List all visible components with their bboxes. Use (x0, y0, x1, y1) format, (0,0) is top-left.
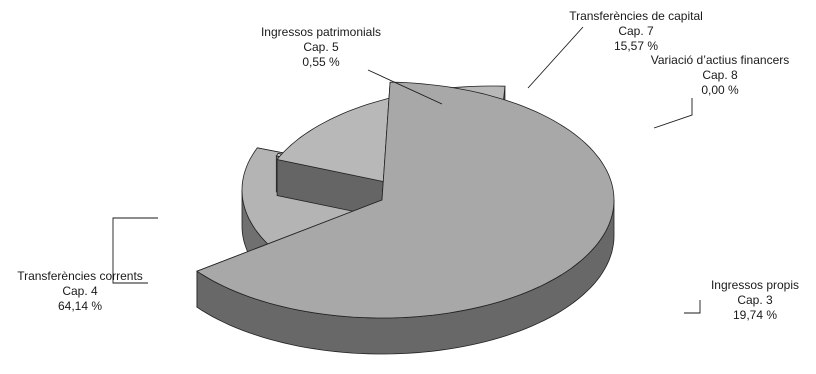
label-cap7-chapter: Cap. 7 (618, 24, 654, 38)
leader-line-cap8 (653, 98, 693, 129)
label-cap4-name: Transferències corrents (17, 269, 143, 283)
label-cap8-chapter: Cap. 8 (702, 68, 738, 82)
leader-line-cap4 (112, 217, 158, 284)
slice-cap4 (196, 81, 615, 319)
label-cap5-name: Ingressos patrimonials (261, 25, 381, 39)
label-cap4-chapter: Cap. 4 (62, 284, 98, 298)
label-cap3-value: 19,74 % (733, 308, 777, 322)
pie-slices (196, 81, 615, 355)
label-cap4-value: 64,14 % (58, 299, 102, 313)
label-cap7-name: Transferències de capital (569, 9, 703, 23)
label-cap5-value: 0,55 % (302, 55, 340, 69)
label-cap7-value: 15,57 % (614, 39, 658, 53)
label-cap5-chapter: Cap. 5 (303, 40, 339, 54)
leader-line-cap5 (367, 69, 443, 105)
label-cap3-chapter: Cap. 3 (737, 293, 773, 307)
label-cap8-name: Variació d’actius financers (651, 53, 790, 67)
leader-line-cap7 (527, 26, 584, 89)
leader-line-cap3 (684, 300, 701, 314)
label-cap8-value: 0,00 % (701, 83, 739, 97)
label-cap3-name: Ingressos propis (711, 278, 799, 292)
